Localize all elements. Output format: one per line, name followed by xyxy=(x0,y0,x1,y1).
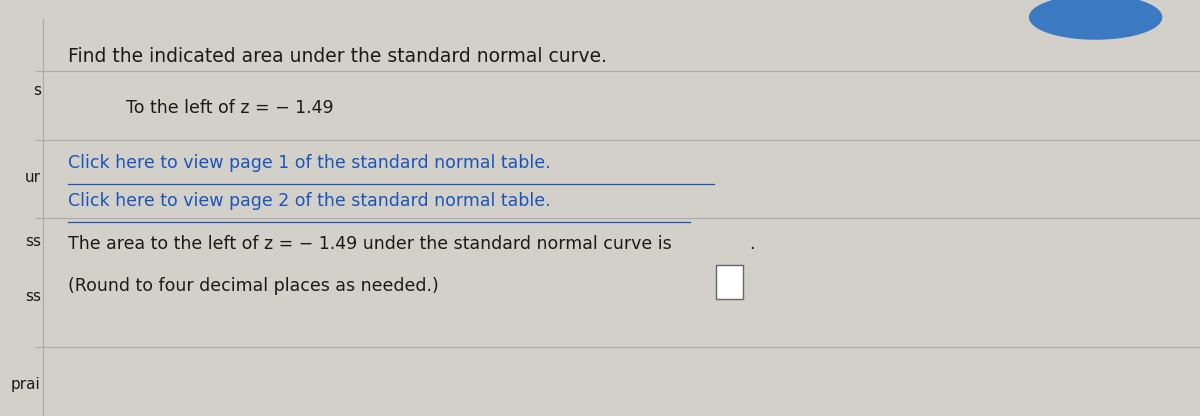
Text: The area to the left of z = − 1.49 under the standard normal curve is: The area to the left of z = − 1.49 under… xyxy=(68,235,672,253)
Text: prai: prai xyxy=(11,377,41,392)
FancyBboxPatch shape xyxy=(716,265,743,299)
Text: Find the indicated area under the standard normal curve.: Find the indicated area under the standa… xyxy=(68,47,607,66)
Polygon shape xyxy=(1030,0,1162,39)
Text: Click here to view page 1 of the standard normal table.: Click here to view page 1 of the standar… xyxy=(68,154,551,172)
Text: To the left of z = − 1.49: To the left of z = − 1.49 xyxy=(126,99,334,116)
Text: (Round to four decimal places as needed.): (Round to four decimal places as needed.… xyxy=(68,277,439,295)
Text: ss: ss xyxy=(25,290,41,305)
Text: ss: ss xyxy=(25,234,41,249)
Text: Click here to view page 2 of the standard normal table.: Click here to view page 2 of the standar… xyxy=(68,192,551,210)
Text: .: . xyxy=(749,235,755,253)
Text: ur: ur xyxy=(25,171,41,186)
Text: s: s xyxy=(32,83,41,98)
